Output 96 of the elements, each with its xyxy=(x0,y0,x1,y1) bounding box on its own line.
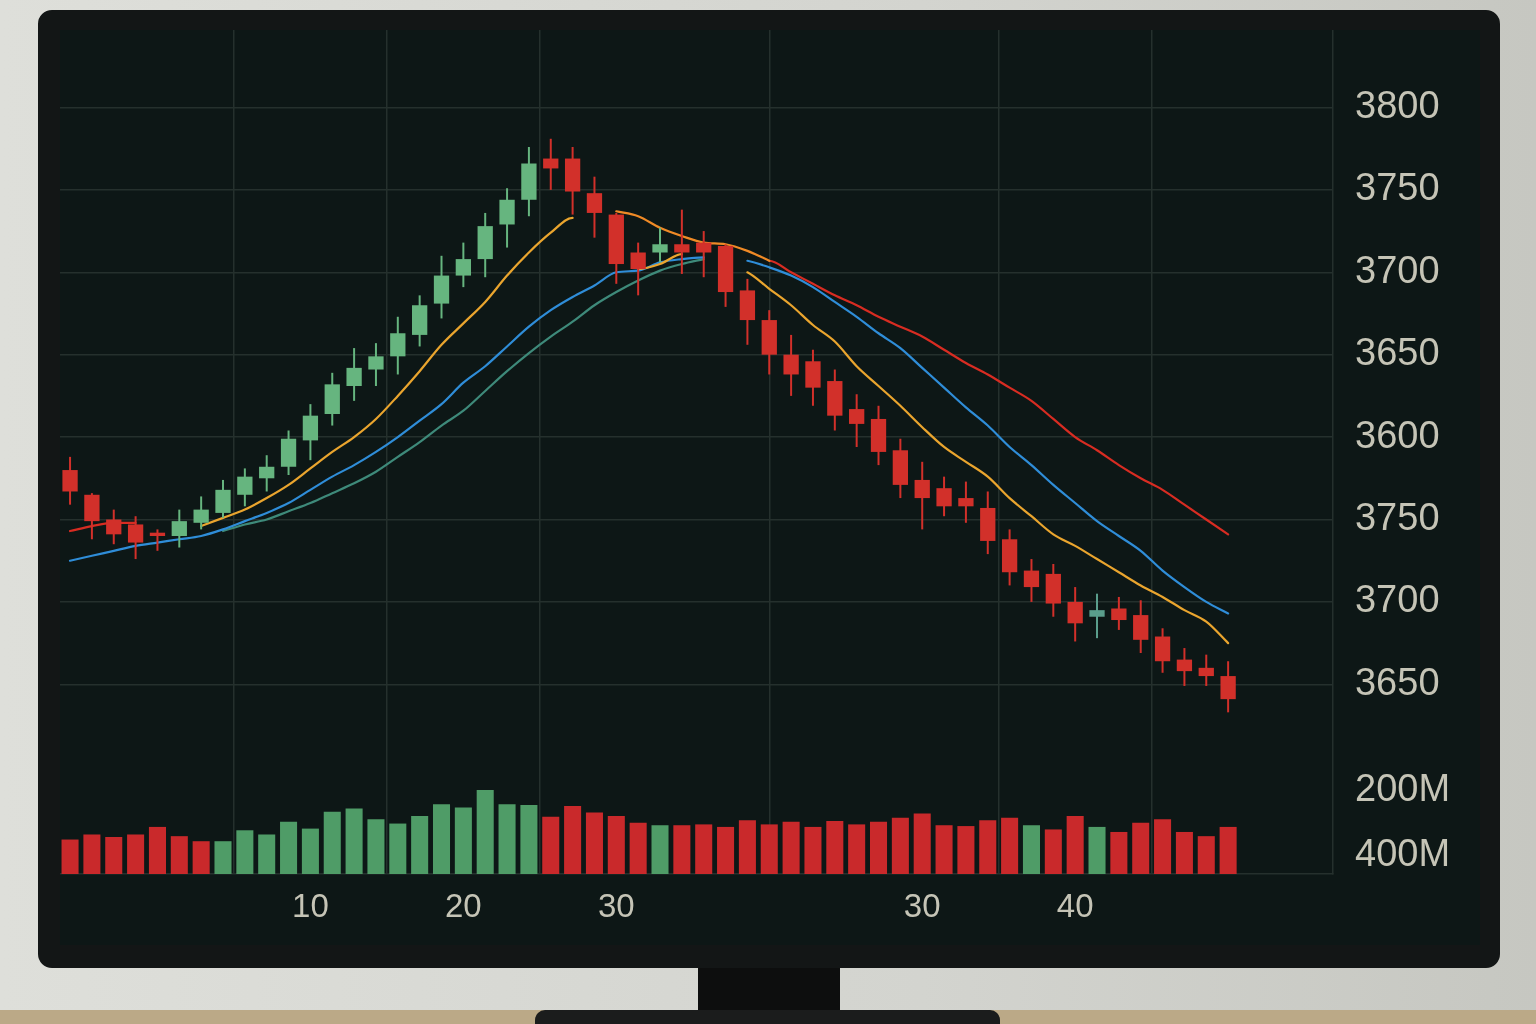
bar xyxy=(979,820,997,874)
bar xyxy=(564,805,582,874)
bar xyxy=(935,825,953,874)
bar xyxy=(236,830,254,874)
bar xyxy=(957,826,975,874)
candlestick xyxy=(455,241,472,289)
bar xyxy=(717,826,735,874)
candlestick xyxy=(630,241,646,297)
text: 200M xyxy=(1355,767,1451,810)
candlestick xyxy=(171,508,187,549)
bar xyxy=(476,789,494,874)
bar xyxy=(105,837,123,874)
text: 400M xyxy=(1355,832,1451,875)
bar xyxy=(848,824,866,874)
bar xyxy=(127,834,145,874)
candlestick xyxy=(1176,647,1193,687)
y-tick-label: 3650 xyxy=(1355,331,1440,374)
bar xyxy=(454,807,472,874)
candlestick xyxy=(674,208,690,275)
candlestick xyxy=(237,467,253,508)
bar xyxy=(148,826,166,874)
y-tick-label: 3700 xyxy=(1355,248,1440,291)
x-tick-label: 30 xyxy=(903,886,941,924)
bar xyxy=(629,822,647,874)
bar xyxy=(1088,826,1106,874)
bar xyxy=(1197,836,1215,874)
candlestick xyxy=(149,528,166,552)
candlestick xyxy=(1220,660,1236,714)
bar xyxy=(804,826,822,874)
bar xyxy=(170,836,188,874)
bar xyxy=(280,821,298,874)
candlestick xyxy=(652,226,668,264)
bar xyxy=(1044,829,1062,874)
bar xyxy=(673,825,691,874)
candlestick xyxy=(193,495,209,531)
bar xyxy=(520,805,538,874)
bar xyxy=(389,823,407,874)
bar xyxy=(869,821,888,874)
bar xyxy=(498,804,516,874)
bar xyxy=(214,841,232,874)
bar xyxy=(891,817,909,874)
candlestick xyxy=(914,460,930,531)
bar xyxy=(258,834,276,874)
bar xyxy=(61,839,79,874)
bar xyxy=(913,813,931,874)
bar xyxy=(367,819,385,874)
candlestick xyxy=(936,475,952,518)
candlestick xyxy=(62,455,78,506)
bar xyxy=(1154,819,1172,874)
bar xyxy=(826,821,844,874)
line-series xyxy=(615,210,771,262)
bar xyxy=(1175,831,1193,874)
bar xyxy=(542,816,560,874)
bar xyxy=(1110,831,1128,874)
x-tick-label: 40 xyxy=(1056,886,1094,924)
bar xyxy=(695,824,713,874)
bar xyxy=(432,804,451,874)
bar xyxy=(301,828,319,874)
candlestick xyxy=(696,230,712,279)
candlestick xyxy=(259,454,275,493)
bar xyxy=(760,824,778,874)
y-tick-label: 3600 xyxy=(1355,413,1440,456)
line-series xyxy=(221,257,705,533)
candlestick xyxy=(849,393,865,448)
bar xyxy=(83,834,101,874)
bar xyxy=(345,808,363,874)
bar xyxy=(1219,826,1237,874)
candlestick xyxy=(586,175,603,239)
bar xyxy=(323,811,341,874)
candlestick xyxy=(1111,595,1127,631)
bar xyxy=(1066,815,1084,874)
x-tick-label: 10 xyxy=(292,886,329,924)
bar xyxy=(1022,825,1040,874)
candlestick xyxy=(1023,558,1040,603)
candlestick xyxy=(958,480,974,524)
candlestick xyxy=(368,342,384,387)
bar xyxy=(585,812,603,874)
candlestick xyxy=(215,478,231,519)
bar xyxy=(411,815,429,874)
bar xyxy=(1001,817,1019,874)
bar xyxy=(651,825,669,874)
bar xyxy=(738,820,756,874)
y-tick-label: 3750 xyxy=(1355,166,1440,209)
candlestick xyxy=(1198,653,1214,687)
candlestick xyxy=(390,315,406,376)
candlestick xyxy=(783,333,799,397)
x-tick-label: 30 xyxy=(597,886,635,924)
bar xyxy=(192,841,210,874)
candlestick xyxy=(1089,592,1105,640)
bar xyxy=(607,815,625,874)
candlestick xyxy=(1067,586,1083,643)
candlestick xyxy=(346,347,362,402)
y-tick-label: 3800 xyxy=(1355,83,1440,126)
x-tick-label: 20 xyxy=(445,886,482,924)
bar xyxy=(782,821,800,874)
bar xyxy=(1132,822,1150,874)
